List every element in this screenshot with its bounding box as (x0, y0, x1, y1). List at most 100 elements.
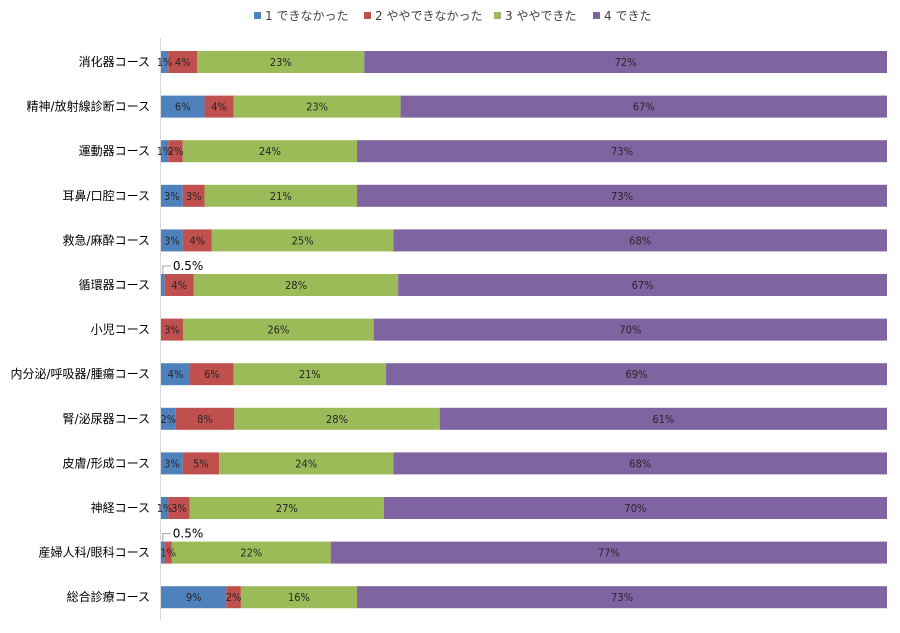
data-label: 25% (292, 234, 314, 247)
legend-swatch (254, 12, 261, 19)
bar-segment (204, 184, 358, 207)
data-label: 21% (299, 368, 321, 381)
data-label: 73% (611, 145, 633, 158)
data-label: 69% (626, 368, 648, 381)
bars (161, 51, 888, 609)
data-label: 68% (629, 457, 651, 470)
legend-label: 1 できなかった (265, 9, 348, 23)
data-label: 6% (204, 368, 220, 381)
bar-segment (161, 274, 165, 296)
category-label: 消化器コース (79, 55, 150, 69)
bar-segment (182, 452, 220, 475)
bar-segment (168, 51, 198, 73)
callout-line (162, 533, 171, 542)
data-label: 67% (632, 279, 654, 292)
data-label: 4% (189, 234, 205, 247)
bar-segment (183, 318, 374, 341)
data-label: 21% (270, 190, 292, 203)
bar-segment (161, 318, 183, 341)
bar-segment (383, 497, 887, 519)
bar-segment (189, 497, 384, 519)
data-label: 3% (186, 190, 202, 203)
category-label: 神経コース (91, 501, 150, 515)
data-label: 0.5% (173, 527, 204, 541)
bar-segment (182, 184, 205, 207)
bar-segment (219, 452, 394, 475)
data-label: 73% (611, 591, 633, 604)
bar-segment (226, 586, 241, 609)
data-label: 23% (270, 56, 292, 69)
bar-segment (193, 274, 399, 296)
legend-label: 4 できた (604, 9, 651, 23)
data-labels: 1% 4% 23% 72%6% 4% 23% 67%1%2% 24% 73%3% 3% 21% 73%… (157, 56, 675, 604)
data-label: 24% (295, 457, 317, 470)
bar-segment (393, 452, 887, 475)
data-label: 68% (629, 234, 651, 247)
data-label: 70% (619, 324, 641, 337)
data-label: 70% (624, 502, 646, 515)
data-label: 1% (160, 547, 176, 560)
bar-segment (161, 51, 169, 73)
data-label: 28% (285, 279, 307, 292)
data-label: 4% (171, 279, 187, 292)
category-label: 耳鼻/口腔コース (63, 188, 150, 203)
bar-segment (182, 229, 212, 252)
bar-segment (161, 541, 165, 564)
bar-segment (161, 497, 169, 519)
data-label: 2% (168, 145, 184, 158)
category-label: 救急/麻酔コース (63, 232, 150, 247)
bar-segment (373, 318, 888, 341)
data-label: 1% (157, 56, 173, 69)
data-label: 0.5% (173, 259, 204, 273)
bar-segment (204, 95, 234, 118)
data-label: 8% (197, 413, 213, 426)
data-label: 5% (193, 457, 209, 470)
bar-segment (161, 140, 169, 163)
bar-segment (161, 586, 227, 609)
bar-segment (190, 363, 234, 386)
bar-segment (233, 363, 387, 386)
category-label: 精神/放射線診断コース (27, 99, 150, 114)
bar-segment (168, 497, 190, 519)
data-label: 16% (288, 591, 310, 604)
legend-label: 2 ややできなかった (375, 9, 482, 23)
data-label: 2% (226, 591, 242, 604)
category-label: 皮膚/形成コース (63, 455, 150, 470)
legend-swatch (593, 12, 600, 19)
data-label: 1% (157, 502, 173, 515)
data-label: 22% (240, 547, 262, 560)
data-label: 3% (171, 502, 187, 515)
bar-segment (439, 407, 887, 430)
data-label: 26% (267, 324, 289, 337)
category-label: 運動器コース (79, 144, 150, 158)
data-label: 4% (168, 368, 184, 381)
bar-segment (400, 95, 887, 118)
category-label: 小児コース (91, 323, 150, 337)
category-label: 産婦人科/眼科コース (39, 545, 150, 560)
category-label: 内分泌/呼吸器/腫瘍コース (11, 366, 151, 381)
legend-label: 3 ややできた (505, 9, 576, 23)
data-label: 24% (259, 145, 281, 158)
bar-segment (164, 274, 194, 296)
bar-segment (386, 363, 887, 386)
bar-segment (357, 140, 887, 163)
bar-segment (168, 140, 183, 163)
bar-segment (164, 541, 172, 564)
data-label: 67% (633, 101, 655, 114)
data-label: 3% (164, 190, 180, 203)
data-label: 3% (164, 234, 180, 247)
legend: 1 できなかった 2 ややできなかった 3 ややできた 4 できた (254, 9, 651, 23)
data-label: 27% (276, 502, 298, 515)
bar-segment (357, 586, 887, 609)
data-label: 4% (211, 101, 227, 114)
bar-segment (161, 452, 183, 475)
bar-segment (393, 229, 887, 252)
bar-segment (197, 51, 365, 73)
data-label: 2% (160, 413, 176, 426)
legend-swatch (494, 12, 501, 19)
data-label: 61% (652, 413, 674, 426)
category-labels: 消化器コース精神/放射線診断コース運動器コース耳鼻/口腔コース救急/麻酔コース循… (11, 55, 151, 604)
data-label: 72% (615, 56, 637, 69)
bar-segment (171, 541, 331, 564)
